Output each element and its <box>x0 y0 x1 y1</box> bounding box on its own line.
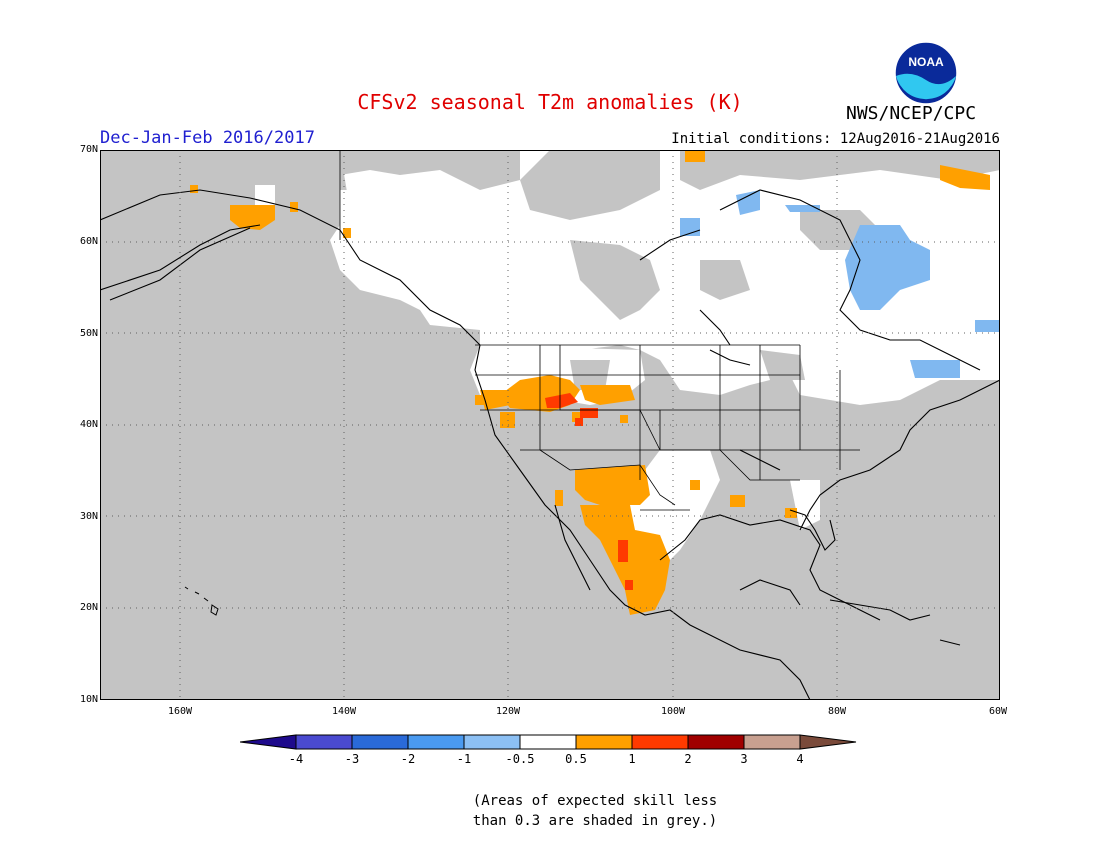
color-legend <box>240 734 857 750</box>
legend-label: -4 <box>288 752 304 766</box>
map-title: CFSv2 seasonal T2m anomalies (K) <box>357 90 743 114</box>
noaa-logo-icon: NOAA <box>894 41 958 105</box>
init-conditions: Initial conditions: 12Aug2016-21Aug2016 <box>671 131 1000 147</box>
legend-swatch <box>575 734 633 750</box>
lat-label: 10N <box>79 694 98 705</box>
cool-anomaly-regions <box>680 190 1000 378</box>
anomaly-map <box>100 150 1000 700</box>
lon-label: 100W <box>660 706 686 717</box>
lat-label: 50N <box>79 328 98 339</box>
legend-label: 1 <box>628 752 636 766</box>
hawaii-islands <box>184 586 219 616</box>
legend-swatch <box>687 734 745 750</box>
lat-label: 20N <box>79 602 98 613</box>
legend-arrow-high <box>799 734 857 750</box>
legend-swatch <box>631 734 689 750</box>
grey-patches <box>340 150 1000 390</box>
legend-swatch <box>743 734 801 750</box>
legend-label: 0.5 <box>565 752 587 766</box>
lat-label: 60N <box>79 236 98 247</box>
skill-note: (Areas of expected skill less than 0.3 a… <box>470 791 720 831</box>
lat-label: 30N <box>79 511 98 522</box>
legend-label: -0.5 <box>505 752 535 766</box>
agency-label: NWS/NCEP/CPC <box>846 103 977 124</box>
political-borders <box>339 150 860 511</box>
legend-swatch <box>463 734 521 750</box>
lon-label: 160W <box>167 706 193 717</box>
legend-label: 4 <box>796 752 804 766</box>
legend-label: -2 <box>400 752 416 766</box>
note-line-1: (Areas of expected skill less <box>472 793 718 809</box>
lon-label: 120W <box>495 706 521 717</box>
legend-swatch <box>351 734 409 750</box>
legend-label: 2 <box>684 752 692 766</box>
lon-label: 60W <box>988 706 1008 717</box>
legend-swatch <box>519 734 577 750</box>
legend-label: 3 <box>740 752 748 766</box>
legend-swatch <box>295 734 353 750</box>
lon-label: 80W <box>827 706 847 717</box>
legend-label: -3 <box>344 752 360 766</box>
strong-warm-regions <box>545 393 633 590</box>
legend-label: -1 <box>456 752 472 766</box>
lat-label: 70N <box>79 144 98 155</box>
coastlines <box>100 189 1000 700</box>
lon-label: 140W <box>331 706 357 717</box>
legend-arrow-low <box>240 734 297 750</box>
season-label: Dec-Jan-Feb 2016/2017 <box>100 128 315 148</box>
logo-text: NOAA <box>908 55 944 69</box>
legend-swatch <box>407 734 465 750</box>
lat-label: 40N <box>79 419 98 430</box>
graticule <box>100 150 1000 700</box>
note-line-2: than 0.3 are shaded in grey.) <box>472 813 718 829</box>
